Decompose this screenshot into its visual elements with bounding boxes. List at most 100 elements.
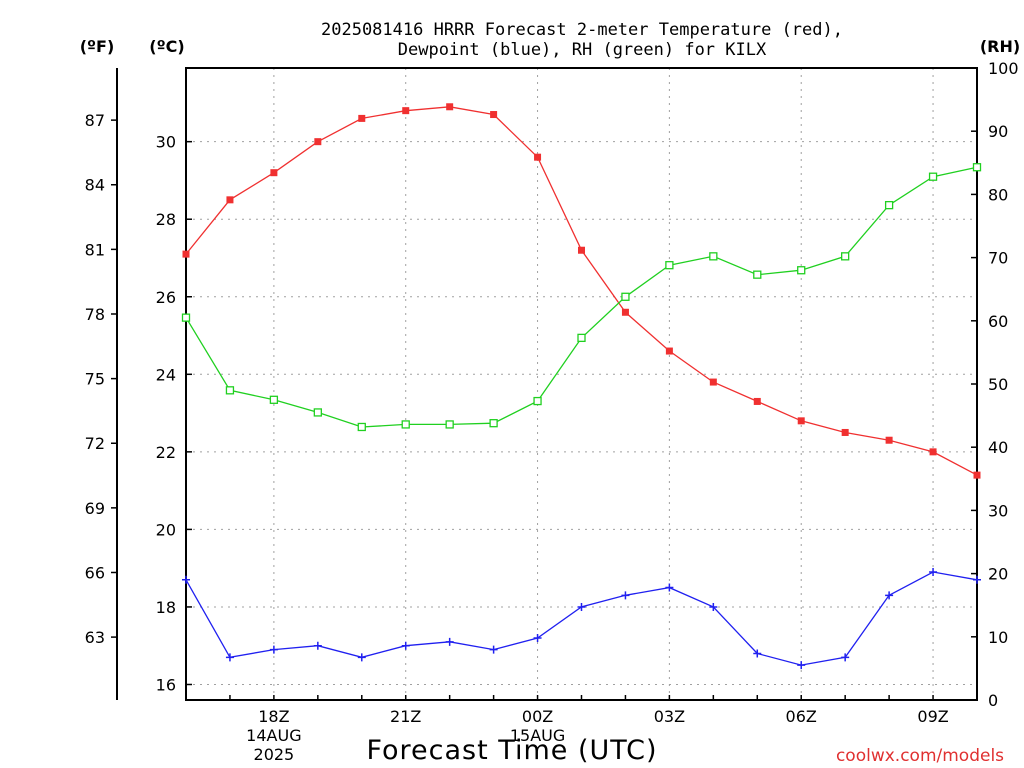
x-tick-label: 06Z [786, 707, 817, 726]
unit-fahrenheit-label: (ºF) [80, 37, 115, 56]
rh-tick-label: 10 [988, 628, 1008, 647]
x-tick-label: 00Z [522, 707, 553, 726]
fahrenheit-tick-label: 84 [85, 176, 105, 195]
rh-point [489, 419, 498, 428]
temperature-point [709, 378, 717, 386]
fahrenheit-tick-label: 72 [85, 434, 105, 453]
temperature-point [446, 103, 454, 111]
watermark: coolwx.com/models [836, 746, 1004, 766]
rh-point [445, 420, 454, 429]
fahrenheit-tick-label: 81 [85, 240, 105, 259]
rh-point [181, 313, 191, 322]
chart-title-line2: Dewpoint (blue), RH (green) for KILX [398, 40, 767, 60]
x-tick-label: 09Z [917, 707, 948, 726]
celsius-tick-label: 26 [156, 288, 176, 307]
series-layer [181, 103, 982, 670]
temperature-point [358, 114, 366, 122]
rh-point [621, 292, 630, 301]
rh-tick-label: 100 [988, 59, 1019, 78]
fahrenheit-tick-label: 75 [85, 370, 105, 389]
temperature-point [797, 417, 805, 425]
rh-point [972, 163, 982, 172]
x-tick-label: 18Z [258, 707, 289, 726]
rh-point [841, 252, 850, 261]
tick-labels-layer: 16 18 20 22 24 26 28 30 63 66 69 72 75 78 81 84 87 0 10 20 3… [85, 59, 1019, 764]
x-tick-date-label: 14AUG [246, 726, 301, 745]
fahrenheit-tick-label: 87 [85, 111, 105, 130]
rh-point [928, 172, 938, 181]
x-tick-label: 21Z [390, 707, 421, 726]
temperature-point [402, 107, 410, 115]
dewpoint-point [313, 641, 322, 650]
x-tick-date-label: 15AUG [510, 726, 565, 745]
dewpoint-point [973, 575, 981, 584]
dewpoint-point [929, 568, 938, 577]
fahrenheit-tick-label: 63 [85, 628, 105, 647]
rh-tick-label: 20 [988, 565, 1008, 584]
dewpoint-point [533, 633, 542, 642]
dewpoint-series-line [185, 571, 978, 666]
x-axis-title: Forecast Time (UTC) [366, 735, 657, 766]
dewpoint-point [182, 575, 190, 584]
celsius-tick-label: 24 [156, 365, 176, 384]
temperature-point [578, 246, 585, 254]
temperature-point [665, 347, 673, 355]
temperature-point [314, 138, 322, 146]
rh-tick-label: 70 [988, 249, 1008, 268]
celsius-tick-label: 22 [156, 443, 176, 462]
temperature-point [490, 111, 498, 119]
dewpoint-point [797, 661, 806, 670]
dewpoint-point [269, 645, 278, 654]
dewpoint-point [885, 591, 894, 600]
dewpoint-point [841, 653, 850, 662]
dewpoint-point [621, 591, 630, 600]
fahrenheit-tick-label: 69 [85, 499, 105, 518]
rh-tick-label: 0 [988, 691, 998, 710]
dewpoint-point [665, 583, 674, 592]
rh-point [401, 420, 410, 429]
rh-point [533, 396, 542, 406]
rh-point [313, 408, 322, 417]
rh-point [225, 386, 235, 395]
unit-rh-label: (RH) [980, 37, 1020, 56]
temperature-point [182, 250, 190, 258]
grid-layer [186, 68, 977, 700]
celsius-tick-label: 16 [156, 675, 176, 694]
rh-point [665, 261, 674, 270]
rh-point [269, 395, 279, 404]
axes-layer [111, 67, 978, 701]
rh-point [357, 422, 366, 432]
temperature-point [270, 169, 278, 177]
rh-point [797, 266, 806, 275]
dewpoint-point [489, 645, 498, 654]
rh-tick-label: 50 [988, 375, 1008, 394]
temperature-series-line [185, 106, 978, 476]
dewpoint-point [357, 653, 366, 662]
rh-point [709, 252, 718, 261]
temperature-point [621, 308, 629, 316]
temperature-point [929, 448, 937, 456]
temperature-point [753, 397, 761, 405]
rh-point [577, 333, 586, 343]
dewpoint-point [753, 649, 762, 658]
rh-tick-label: 90 [988, 122, 1008, 141]
x-tick-label: 03Z [654, 707, 685, 726]
rh-tick-label: 60 [988, 312, 1008, 331]
rh-tick-label: 80 [988, 185, 1008, 204]
celsius-tick-label: 20 [156, 520, 176, 539]
rh-point [884, 200, 894, 210]
fahrenheit-tick-label: 66 [85, 563, 105, 582]
fahrenheit-tick-label: 78 [85, 305, 105, 324]
temperature-point [973, 471, 981, 479]
unit-celsius-label: (ºC) [149, 37, 184, 56]
dewpoint-point [709, 602, 718, 611]
dewpoint-point [577, 602, 586, 611]
celsius-tick-label: 28 [156, 210, 176, 229]
rh-tick-label: 30 [988, 501, 1008, 520]
temperature-point [885, 436, 893, 444]
temperature-point [841, 428, 849, 436]
dewpoint-point [445, 637, 454, 646]
temperature-point [534, 153, 542, 161]
